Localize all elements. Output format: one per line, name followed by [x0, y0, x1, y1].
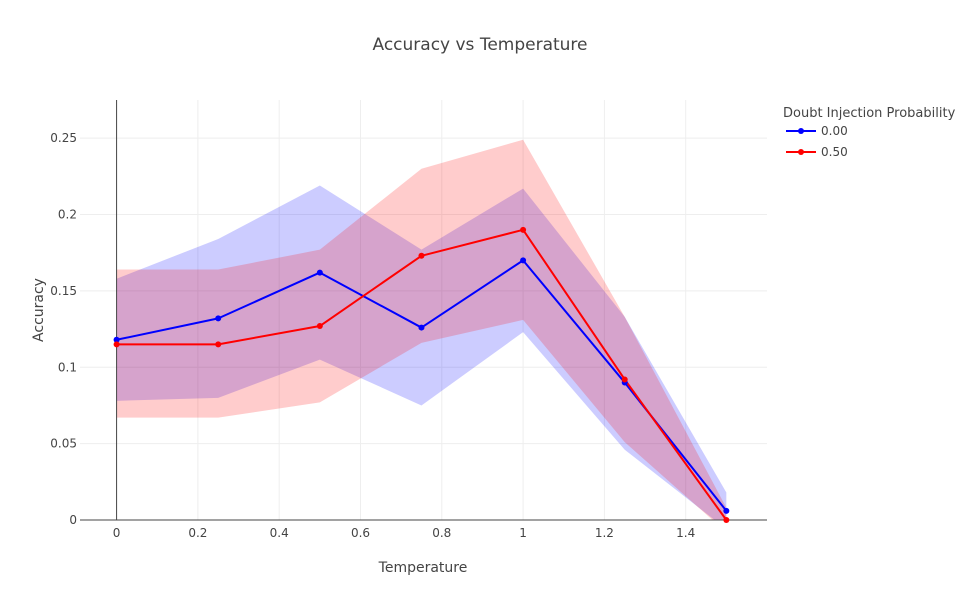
- data-point-0.00: [113, 336, 120, 343]
- legend-item-0.00: 0.00: [786, 124, 848, 138]
- legend-label: 0.50: [821, 145, 848, 159]
- data-point-0.50: [113, 341, 120, 348]
- series-markers: [113, 226, 730, 523]
- legend-swatch-marker: [798, 149, 804, 155]
- data-point-0.00: [723, 507, 730, 514]
- y-tick-label: 0.05: [50, 437, 77, 451]
- data-point-0.50: [520, 226, 527, 233]
- x-tick-label: 0.2: [188, 526, 207, 540]
- data-point-0.00: [215, 315, 222, 322]
- y-tick-label: 0.25: [50, 131, 77, 145]
- y-tick-label: 0.15: [50, 284, 77, 298]
- legend-title: Doubt Injection Probability: [783, 106, 956, 121]
- data-point-0.50: [215, 341, 222, 348]
- data-point-0.50: [316, 323, 323, 330]
- confidence-band-0.50: [116, 139, 727, 520]
- legend-item-0.50: 0.50: [786, 145, 848, 159]
- confidence-bands: [116, 139, 727, 520]
- y-axis-title: Accuracy: [31, 278, 47, 342]
- gridlines: [80, 100, 767, 520]
- y-tick-label: 0.2: [58, 208, 77, 222]
- y-tick-label: 0.1: [58, 360, 77, 374]
- x-tick-label: 0.8: [432, 526, 451, 540]
- x-axis-title: Temperature: [378, 560, 468, 576]
- data-point-0.50: [621, 376, 628, 383]
- data-point-0.50: [723, 517, 730, 523]
- legend-items: 0.00 0.50: [786, 124, 848, 159]
- axes: [80, 100, 767, 521]
- y-tick-label: 0: [69, 513, 77, 527]
- legend-label: 0.00: [821, 124, 848, 138]
- x-tick-label: 1.4: [676, 526, 695, 540]
- x-tick-label: 0.6: [351, 526, 370, 540]
- x-tick-label: 0.4: [270, 526, 289, 540]
- legend-swatch-marker: [798, 128, 804, 134]
- data-point-0.00: [418, 324, 425, 331]
- data-point-0.50: [418, 252, 425, 259]
- legend: Doubt Injection Probability 0.00 0.50: [783, 106, 956, 159]
- x-tick-label: 0: [113, 526, 121, 540]
- x-tick-labels: 0 0.2 0.4 0.6 0.8 1 1.2 1.4: [113, 526, 695, 540]
- y-tick-labels: 0 0.05 0.1 0.15 0.2 0.25: [50, 131, 77, 527]
- x-tick-label: 1.2: [595, 526, 614, 540]
- data-point-0.00: [520, 257, 527, 264]
- x-tick-label: 1: [519, 526, 527, 540]
- confidence-band-0.00: [116, 185, 727, 520]
- chart-title: Accuracy vs Temperature: [372, 35, 587, 55]
- data-point-0.00: [316, 269, 323, 276]
